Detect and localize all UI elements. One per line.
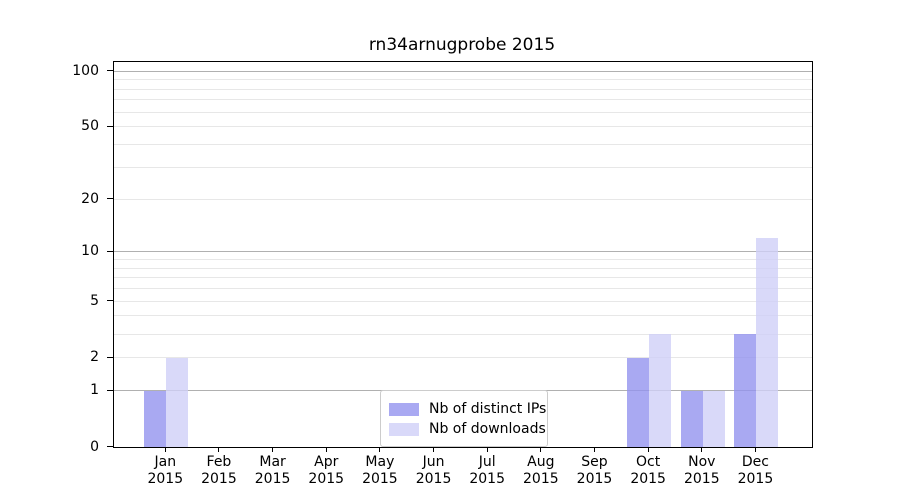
- y-tick-label: 100: [72, 62, 99, 79]
- gridline-minor: [114, 357, 812, 359]
- legend-entry-downloads: Nb of downloads: [389, 419, 546, 439]
- x-tick-label-may: May 2015: [362, 454, 398, 487]
- y-tick-mark: [107, 389, 113, 391]
- gridline-minor: [114, 288, 812, 290]
- x-tick-label-jan: Jan 2015: [147, 454, 184, 487]
- gridline-minor: [114, 315, 812, 317]
- legend: Nb of distinct IPs Nb of downloads: [380, 390, 548, 447]
- bar-distinct-ips-oct: [627, 357, 650, 447]
- x-tick-label-feb: Feb 2015: [201, 454, 237, 487]
- bar-downloads-oct: [649, 334, 672, 447]
- x-axis: Jan 2015 Feb 2015 Mar 2015 Apr 2015 May 2015 Jun 20…: [113, 447, 811, 497]
- gridline-minor: [114, 198, 812, 200]
- x-tick-mark: [701, 447, 703, 452]
- y-tick-label: 5: [90, 292, 99, 309]
- y-tick-label: 1: [90, 382, 99, 399]
- x-tick-mark: [164, 447, 166, 452]
- y-tick-label: 0: [90, 438, 99, 455]
- bar-downloads-jan: [166, 357, 189, 447]
- y-tick-mark: [107, 198, 113, 200]
- bar-downloads-nov: [702, 390, 725, 447]
- y-tick-mark: [107, 446, 113, 447]
- legend-label-downloads: Nb of downloads: [429, 421, 546, 437]
- gridline-minor: [114, 99, 812, 101]
- x-tick-label-jul: Jul 2015: [469, 454, 505, 487]
- x-tick-mark: [433, 447, 435, 452]
- gridline-minor: [114, 88, 812, 90]
- bar-distinct-ips-dec: [734, 334, 757, 447]
- y-tick-label: 10: [81, 243, 99, 260]
- gridline-minor: [114, 111, 812, 113]
- gridline-minor: [114, 300, 812, 302]
- y-tick-mark: [107, 300, 113, 302]
- x-tick-mark: [325, 447, 327, 452]
- legend-swatch-downloads-icon: [389, 422, 419, 436]
- x-tick-mark: [540, 447, 542, 452]
- legend-swatch-distinct-ips-icon: [389, 402, 419, 416]
- y-tick-label: 2: [90, 349, 99, 366]
- y-tick-label: 20: [81, 190, 99, 207]
- x-tick-label-nov: Nov 2015: [683, 454, 720, 487]
- x-tick-label-aug: Aug 2015: [523, 454, 559, 487]
- x-tick-mark: [754, 447, 756, 452]
- bar-downloads-dec: [756, 238, 779, 447]
- legend-label-distinct-ips: Nb of distinct IPs: [429, 401, 547, 417]
- legend-entry-distinct-ips: Nb of distinct IPs: [389, 399, 546, 419]
- gridline-minor: [114, 333, 812, 335]
- x-tick-label-sep: Sep 2015: [576, 454, 613, 487]
- x-tick-label-mar: Mar 2015: [254, 454, 291, 487]
- gridline-minor: [114, 267, 812, 269]
- gridline-major: [114, 70, 812, 72]
- x-tick-label-oct: Oct 2015: [630, 454, 666, 487]
- y-tick-mark: [107, 70, 113, 72]
- x-tick-label-apr: Apr 2015: [308, 454, 345, 487]
- x-tick-mark: [594, 447, 595, 452]
- y-tick-mark: [107, 356, 113, 358]
- y-tick-mark: [107, 250, 113, 252]
- gridline-major: [114, 251, 812, 253]
- plot-area: Nb of distinct IPs Nb of downloads: [113, 61, 813, 448]
- chart-title: rn34arnugprobe 2015: [368, 35, 556, 55]
- x-tick-label-dec: Dec 2015: [737, 454, 774, 487]
- x-tick-mark: [486, 447, 488, 452]
- y-tick-mark: [107, 125, 113, 127]
- gridline-minor: [114, 166, 812, 168]
- x-tick-mark: [647, 447, 649, 452]
- gridline-minor: [114, 126, 812, 128]
- bar-distinct-ips-nov: [680, 390, 703, 447]
- gridline-minor: [114, 79, 812, 81]
- gridline-minor: [114, 277, 812, 279]
- x-tick-label-jun: Jun 2015: [415, 454, 452, 487]
- bar-distinct-ips-jan: [144, 390, 167, 447]
- x-tick-mark: [218, 447, 220, 452]
- gridline-minor: [114, 144, 812, 146]
- y-axis: 100 50 20 10 5 2 1 0: [0, 61, 113, 455]
- y-tick-label: 50: [81, 118, 99, 135]
- x-tick-mark: [379, 447, 381, 452]
- x-tick-mark: [272, 447, 274, 452]
- gridline-minor: [114, 258, 812, 260]
